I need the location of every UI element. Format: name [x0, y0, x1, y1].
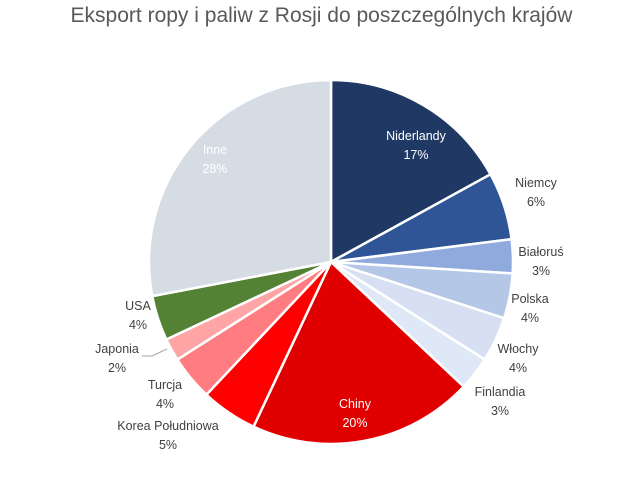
slice-label: Finlandia 3%	[475, 385, 526, 418]
slice-labels: Niderlandy 17% Niemcy 6% Białoruś 3% Polska 4% W…	[95, 129, 563, 452]
chart-title: Eksport ropy i paliw z Rosji do poszczeg…	[70, 4, 573, 27]
slice-label: Turcja 4%	[148, 378, 182, 411]
slice-label: Chiny 20%	[339, 397, 372, 430]
slice-label: Włochy 4%	[498, 342, 540, 375]
slice-label: Niderlandy 17%	[386, 129, 447, 162]
slice-inne	[147, 78, 333, 298]
slice-label: Białoruś 3%	[518, 245, 563, 278]
slice-label: Korea Południowa 5%	[117, 419, 219, 452]
slice-label: Polska 4%	[511, 292, 549, 325]
slice-label: USA 4%	[125, 299, 151, 332]
slice-label: Japonia 2%	[95, 342, 139, 375]
slice-chiny	[251, 259, 466, 446]
leader-line-japonia	[142, 348, 168, 357]
slice-label: Inne 28%	[202, 143, 227, 176]
pie-slices	[147, 78, 515, 446]
leader-lines	[142, 348, 168, 357]
slice-niderlandy	[329, 78, 493, 265]
slice-label: Niemcy 6%	[515, 176, 557, 209]
